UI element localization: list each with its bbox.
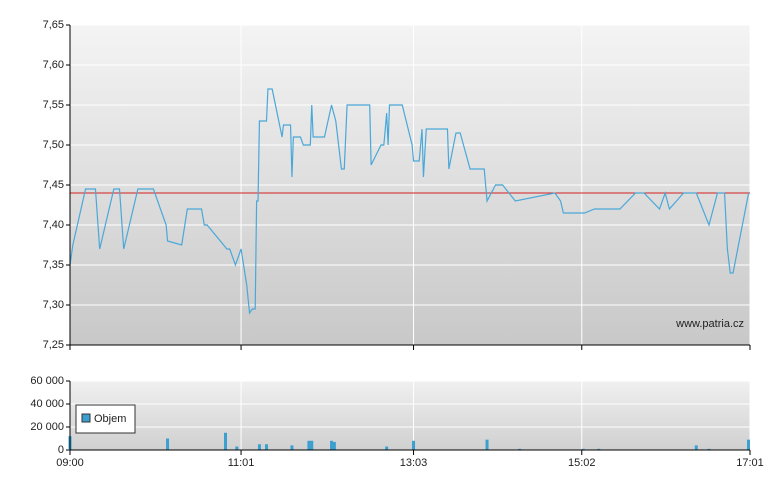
- volume-bar: [597, 448, 601, 450]
- volume-bar: [257, 444, 261, 450]
- y2-tick-label: 60 000: [30, 375, 64, 387]
- legend-swatch: [81, 413, 91, 423]
- volume-bar: [518, 448, 522, 450]
- y-tick-label: 7,30: [43, 299, 64, 311]
- volume-bar: [412, 440, 416, 450]
- volume-bar: [235, 446, 239, 450]
- y-tick-label: 7,50: [43, 139, 64, 151]
- x-tick-label: 17:01: [736, 457, 764, 469]
- volume-bar: [290, 445, 294, 450]
- y-tick-label: 7,40: [43, 219, 64, 231]
- volume-bar: [581, 448, 585, 450]
- volume-bar: [694, 445, 698, 450]
- volume-bar: [385, 446, 389, 450]
- volume-bar: [330, 440, 334, 450]
- volume-bar: [747, 439, 750, 450]
- volume-bar: [485, 439, 489, 450]
- y-tick-label: 7,60: [43, 59, 64, 71]
- price-line: [69, 88, 750, 315]
- volume-panel: [70, 381, 750, 450]
- watermark: www.patria.cz: [675, 318, 744, 330]
- x-tick-label: 15:02: [568, 457, 596, 469]
- volume-bar: [707, 448, 711, 450]
- volume-bar: [310, 440, 314, 450]
- y-tick-label: 7,35: [43, 259, 64, 271]
- y-tick-label: 7,65: [43, 19, 64, 31]
- volume-bar: [265, 444, 269, 450]
- y2-tick-label: 40 000: [30, 398, 64, 410]
- volume-bar: [166, 438, 170, 450]
- volume-bar: [332, 441, 336, 450]
- y-tick-label: 7,55: [43, 99, 64, 111]
- y-tick-label: 7,45: [43, 179, 64, 191]
- volume-bar: [307, 440, 311, 450]
- y2-tick-label: 0: [58, 444, 64, 456]
- x-tick-label: 09:00: [56, 457, 84, 469]
- y-tick-label: 7,25: [43, 339, 64, 351]
- y2-tick-label: 20 000: [30, 421, 64, 433]
- volume-bar: [224, 432, 228, 450]
- x-tick-label: 11:01: [228, 457, 255, 469]
- x-tick-label: 13:03: [400, 457, 428, 469]
- legend-label: Objem: [94, 413, 126, 425]
